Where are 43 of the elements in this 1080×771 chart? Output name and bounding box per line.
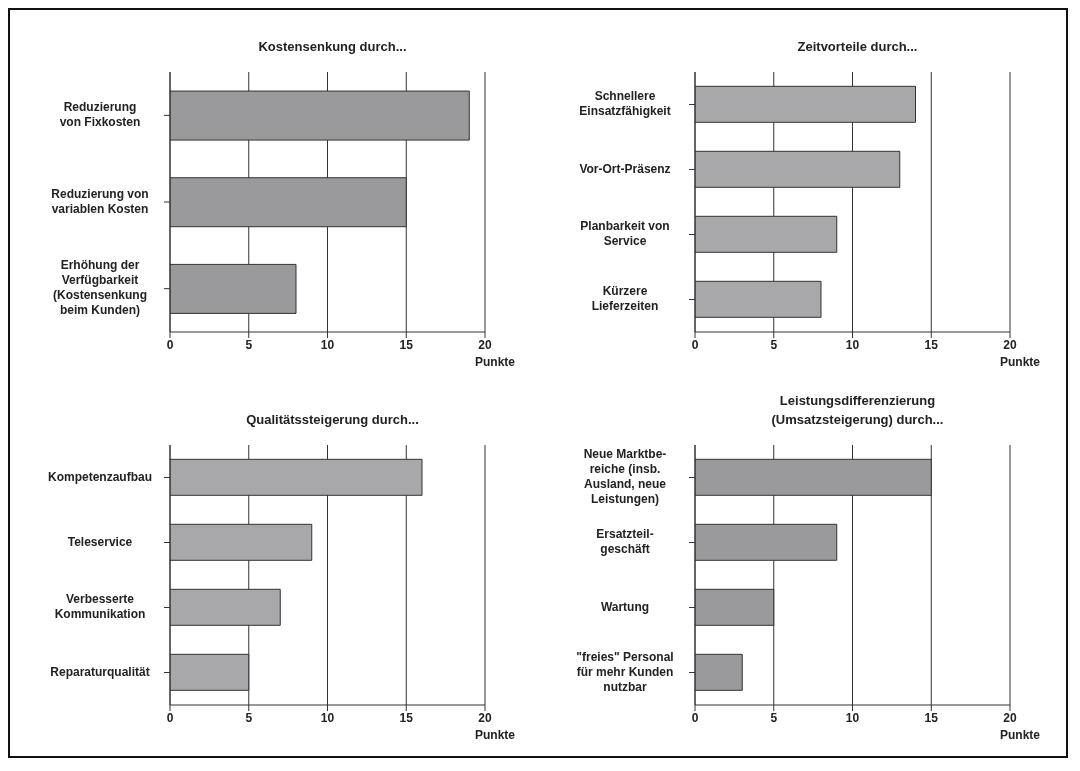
chart-title: Qualitätssteigerung durch...	[245, 411, 420, 429]
x-axis-title: Punkte	[474, 728, 516, 742]
x-tick-label: 10	[320, 710, 335, 725]
x-tick-label: 10	[845, 710, 860, 725]
x-tick-label: 20	[1003, 710, 1017, 725]
y-tick-label: Erhöhung der Verfügbarkeit (Kostensenkung beim Kunden)	[52, 258, 148, 318]
x-tick-label: 0	[691, 710, 699, 725]
chart-title: Zeitvorteile durch...	[796, 38, 919, 56]
x-axis-title: Punkte	[474, 355, 516, 369]
y-tick-label: Teleservice	[67, 534, 133, 549]
x-tick-label: 15	[399, 337, 414, 352]
y-tick-label: Kompetenzaufbau	[47, 469, 153, 484]
y-tick-label: Planbarkeit von Service	[580, 219, 670, 249]
x-tick-label: 15	[924, 710, 939, 725]
x-tick-label: 20	[478, 710, 492, 725]
y-tick-label: Reparaturqualität	[50, 664, 150, 679]
x-tick-label: 20	[1003, 337, 1017, 352]
chart-title: Kostensenkung durch...	[257, 38, 408, 56]
y-tick-label: Verbesserte Kommunikation	[54, 592, 146, 622]
x-tick-label: 15	[399, 710, 414, 725]
y-tick-label: Neue Marktbe- reiche (insb. Ausland, neue Leistungen)	[583, 447, 667, 507]
x-tick-label: 20	[478, 337, 492, 352]
y-tick-label: Reduzierung von variablen Kosten	[51, 186, 149, 216]
x-tick-label: 5	[245, 710, 253, 725]
x-tick-label: 10	[320, 337, 335, 352]
y-tick-label: Kürzere Lieferzeiten	[591, 284, 659, 314]
x-tick-label: 10	[845, 337, 860, 352]
x-tick-label: 0	[166, 710, 174, 725]
x-tick-label: 5	[770, 710, 778, 725]
x-axis-title: Punkte	[999, 728, 1041, 742]
y-tick-label: Wartung	[600, 599, 650, 614]
x-tick-label: 15	[924, 337, 939, 352]
x-axis-title: Punkte	[999, 355, 1041, 369]
y-tick-label: Schnellere Einsatzfähigkeit	[579, 89, 671, 119]
x-tick-label: 5	[245, 337, 253, 352]
y-tick-label: Reduzierung von Fixkosten	[59, 100, 141, 130]
chart-title: Leistungsdifferenzierung (Umsatzsteigerung) durch...	[770, 392, 945, 429]
x-tick-label: 0	[691, 337, 699, 352]
x-tick-label: 0	[166, 337, 174, 352]
y-tick-label: "freies" Personal für mehr Kunden nutzbar	[576, 649, 674, 694]
x-tick-label: 5	[770, 337, 778, 352]
y-tick-label: Ersatzteil- geschäft	[596, 527, 654, 557]
y-tick-label: Vor-Ort-Präsenz	[579, 161, 671, 176]
